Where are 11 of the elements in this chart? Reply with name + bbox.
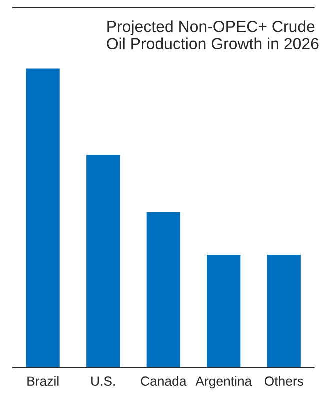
bar (145, 211, 182, 368)
x-tick-label: Canada (141, 376, 187, 386)
bar (206, 254, 242, 368)
x-tick-label: Others (264, 376, 304, 386)
x-tick-label: U.S. (92, 376, 115, 386)
bar (266, 254, 302, 368)
x-tick-label: Brazil (28, 376, 59, 386)
bar (24, 67, 62, 368)
x-tick-label: Argentina (196, 376, 252, 389)
bar (85, 154, 122, 368)
chart-title: Projected Non-OPEC+ Crude Oil Production Growth in 2026 (107, 20, 319, 50)
